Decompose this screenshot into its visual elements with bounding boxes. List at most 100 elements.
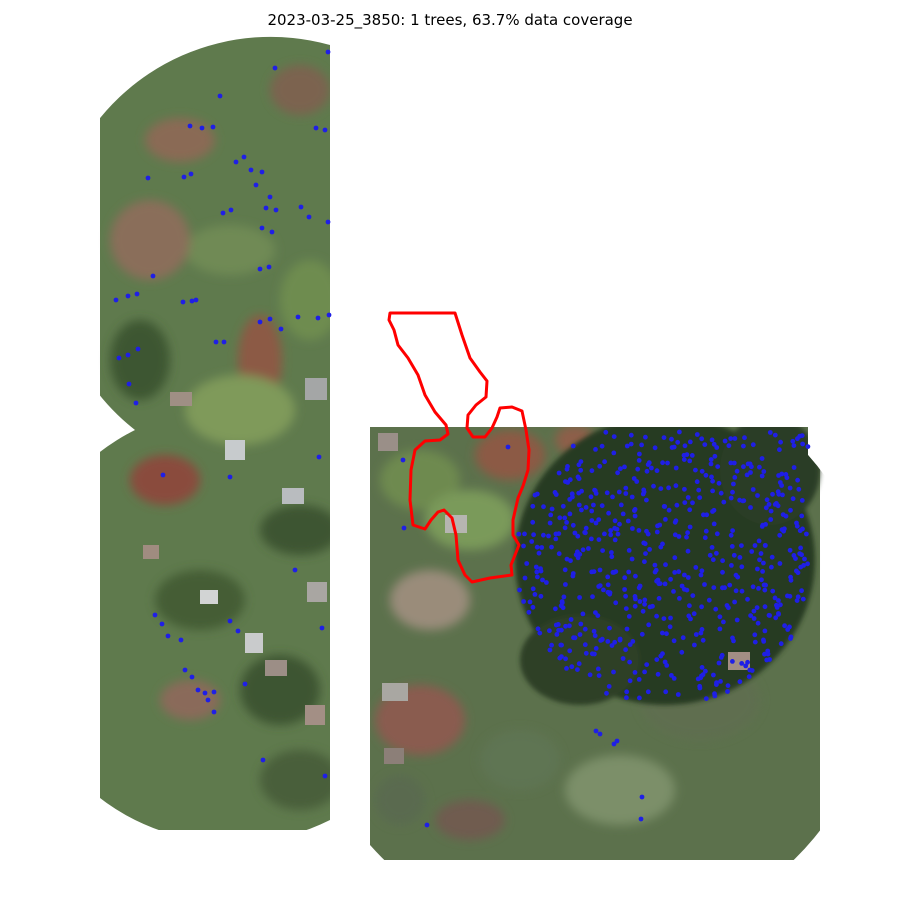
tree-detection-point	[637, 695, 642, 701]
tree-detection-point	[686, 613, 692, 619]
tree-detection-point	[776, 473, 781, 478]
tree-detection-point	[796, 486, 802, 492]
tree-detection-point	[672, 519, 678, 525]
tree-detection-point	[644, 528, 649, 534]
tree-detection-point	[588, 494, 594, 500]
tree-detection-point	[644, 468, 650, 474]
tree-detection-point	[703, 472, 709, 478]
tree-detection-point	[652, 445, 658, 451]
tree-detection-point	[737, 497, 742, 503]
tree-detection-point	[559, 627, 564, 633]
tree-detection-point	[766, 612, 772, 618]
tree-detection-point	[718, 490, 724, 496]
tree-detection-point	[711, 672, 716, 678]
tree-detection-point	[597, 463, 603, 469]
tree-detection-point	[622, 587, 627, 592]
tree-detection-point	[743, 663, 749, 669]
tree-detection-point	[716, 660, 722, 666]
tree-detection-point	[760, 569, 765, 574]
tree-detection-point	[766, 502, 772, 507]
tree-detection-point	[716, 480, 722, 486]
tree-detection-point	[605, 639, 611, 644]
tree-detection-point	[755, 493, 760, 498]
tree-detection-point	[257, 266, 263, 272]
tree-detection-point	[721, 499, 727, 505]
tree-detection-point	[623, 647, 628, 653]
tree-detection-point	[717, 626, 723, 632]
tree-detection-point	[615, 531, 621, 537]
tree-detection-point	[699, 568, 705, 574]
tree-detection-point	[644, 662, 650, 667]
tree-detection-point	[787, 547, 793, 553]
tree-detection-point	[775, 489, 781, 495]
tree-detection-point	[760, 522, 766, 528]
tree-detection-point	[734, 617, 740, 623]
tree-detection-point	[605, 589, 611, 595]
tree-detection-point	[632, 603, 638, 609]
tree-detection-point	[708, 461, 714, 467]
tree-detection-point	[663, 562, 668, 568]
tree-detection-point	[556, 470, 562, 476]
tree-detection-point	[710, 557, 716, 563]
tree-detection-point	[269, 229, 275, 235]
tree-detection-point	[599, 503, 605, 509]
tree-detection-point	[563, 656, 568, 662]
tree-detection-point	[133, 400, 139, 406]
tree-detection-point	[657, 581, 663, 586]
tree-detection-point	[772, 432, 778, 438]
tree-detection-point	[776, 611, 781, 617]
tree-detection-point	[770, 588, 776, 594]
tree-detection-point	[316, 454, 322, 460]
tree-detection-point	[656, 596, 662, 601]
tree-detection-point	[606, 684, 612, 689]
tree-detection-point	[628, 441, 634, 447]
tree-detection-point	[649, 465, 654, 471]
tree-detection-point	[248, 167, 254, 173]
tree-detection-point	[763, 505, 769, 511]
tree-detection-point	[563, 623, 568, 629]
tree-detection-point	[135, 346, 141, 352]
tree-detection-point	[709, 437, 715, 443]
tree-detection-point	[556, 551, 562, 557]
tree-detection-point	[711, 585, 717, 590]
tree-detection-point	[718, 679, 723, 684]
tree-detection-point	[113, 297, 119, 303]
tree-detection-point	[729, 544, 735, 549]
tree-detection-point	[559, 654, 564, 659]
tree-detection-point	[576, 661, 582, 667]
tree-detection-point	[749, 549, 755, 554]
tree-detection-point	[539, 545, 545, 550]
tree-detection-point	[195, 687, 201, 693]
tree-detection-point	[684, 452, 690, 457]
tree-detection-point	[691, 611, 697, 617]
tree-detection-point	[781, 528, 786, 534]
tree-detection-point	[755, 620, 761, 626]
tree-detection-point	[698, 572, 704, 578]
tree-detection-point	[644, 497, 649, 503]
tree-detection-point	[712, 691, 717, 697]
tree-detection-point	[791, 465, 797, 470]
tree-detection-point	[710, 488, 715, 494]
tree-detection-point	[762, 628, 768, 634]
tree-detection-point	[266, 264, 272, 270]
tree-detection-point	[623, 491, 629, 496]
tree-detection-point	[703, 668, 708, 674]
tree-detection-point	[715, 464, 721, 469]
tree-detection-point	[424, 822, 430, 828]
tree-detection-point	[749, 464, 754, 470]
tree-detection-point	[799, 513, 805, 519]
tree-detection-point	[755, 566, 760, 572]
tree-detection-point	[660, 630, 665, 636]
tree-detection-point	[601, 587, 606, 593]
tree-detection-point	[599, 443, 605, 449]
tree-detection-point	[730, 489, 735, 495]
tree-detection-point	[533, 564, 539, 570]
tree-detection-point	[559, 599, 565, 604]
tree-detection-point	[685, 495, 691, 500]
tree-detection-point	[624, 443, 630, 449]
tree-detection-point	[608, 528, 613, 533]
tree-detection-point	[627, 659, 632, 665]
tree-detection-point	[647, 547, 652, 552]
tree-detection-point	[745, 659, 750, 665]
